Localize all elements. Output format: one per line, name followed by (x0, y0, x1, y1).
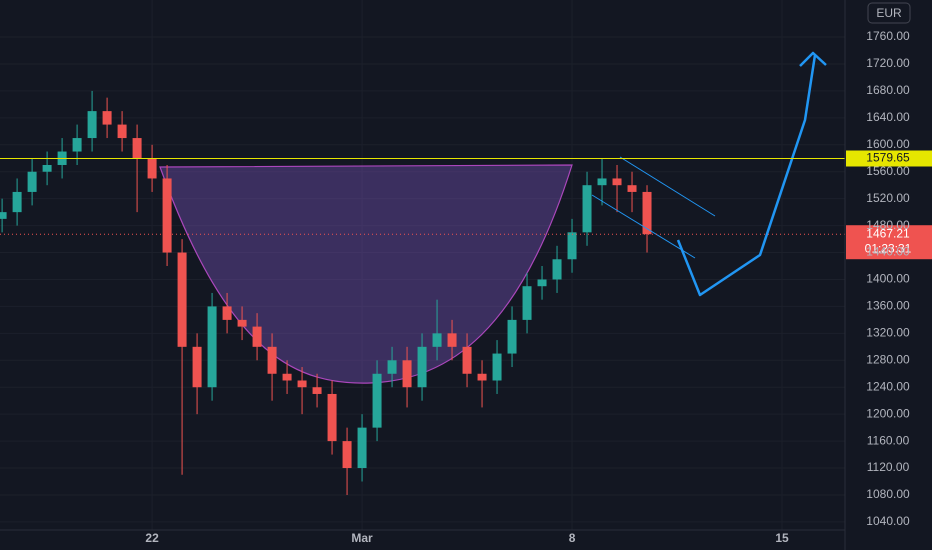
level-tag-label: 1579.65 (866, 151, 910, 165)
candle-body (162, 178, 172, 253)
y-tick-label: 1400.00 (866, 272, 910, 286)
candle-body (402, 360, 412, 388)
candle-body (507, 319, 517, 354)
x-tick-label: 15 (775, 531, 789, 545)
y-tick-label: 1520.00 (866, 191, 910, 205)
last-price-tag (846, 225, 932, 260)
x-tick-label: 22 (145, 531, 159, 545)
candle-body (477, 373, 487, 381)
candle-body (267, 346, 277, 374)
level-tag (846, 150, 932, 167)
candle-body (282, 373, 292, 381)
x-tick-label: 8 (569, 531, 576, 545)
candle-body (12, 191, 22, 213)
x-tick-label: Mar (351, 531, 373, 545)
candle-body (612, 178, 622, 186)
candle-body (102, 111, 112, 125)
channel-lower (591, 194, 696, 259)
y-tick-label: 1440.00 (866, 245, 910, 259)
candle-body (642, 191, 652, 235)
last-price-label: 1467.21 (866, 226, 910, 240)
candle-body (567, 232, 577, 260)
projection-arrowhead (799, 51, 827, 67)
y-tick-label: 1280.00 (866, 352, 910, 366)
currency-badge[interactable] (867, 2, 911, 24)
candle-body (432, 333, 442, 347)
candle-body (312, 387, 322, 394)
candle-body (27, 171, 37, 192)
y-tick-label: 1360.00 (866, 299, 910, 313)
y-tick-label: 1640.00 (866, 110, 910, 124)
candle-body (87, 111, 97, 139)
candle-body (117, 124, 127, 139)
candle-body (72, 138, 82, 152)
candle-body (387, 360, 397, 374)
candles (0, 90, 652, 495)
candle-body (297, 380, 307, 388)
y-tick-label: 1760.00 (866, 29, 910, 43)
candle-body (417, 346, 427, 388)
countdown-label: 01:23:31 (865, 241, 912, 255)
candle-body (237, 319, 247, 327)
candle-body (582, 185, 592, 233)
candle-body (357, 427, 367, 469)
candle-body (462, 346, 472, 374)
candle-body (327, 393, 337, 442)
candle-body (207, 306, 217, 388)
candle-body (492, 353, 502, 381)
y-tick-label: 1600.00 (866, 137, 910, 151)
candle-body (537, 279, 547, 287)
candle-body (252, 326, 262, 347)
y-tick-label: 1200.00 (866, 406, 910, 420)
candle-body (192, 346, 202, 388)
y-tick-label: 1040.00 (866, 514, 910, 528)
currency-label[interactable]: EUR (876, 6, 902, 20)
candle-body (522, 286, 532, 320)
candle-body (597, 178, 607, 186)
y-tick-label: 1720.00 (866, 56, 910, 70)
y-tick-label: 1080.00 (866, 487, 910, 501)
candle-body (627, 185, 637, 192)
y-tick-label: 1480.00 (866, 218, 910, 232)
y-tick-label: 1560.00 (866, 164, 910, 178)
candle-body (42, 164, 52, 172)
y-tick-label: 1160.00 (867, 433, 910, 447)
candle-body (372, 373, 382, 428)
candle-body (177, 252, 187, 347)
candle-body (222, 306, 232, 320)
channel-upper (619, 156, 716, 217)
y-tick-label: 1320.00 (866, 326, 910, 340)
candle-body (132, 138, 142, 159)
y-tick-label: 1240.00 (866, 379, 910, 393)
candle-body (552, 259, 562, 280)
projection-path (676, 54, 817, 297)
candle-body (0, 212, 7, 219)
candle-body (147, 158, 157, 179)
candle-body (342, 441, 352, 469)
candle-body (447, 333, 457, 347)
y-tick-label: 1680.00 (866, 83, 910, 97)
y-tick-label: 1120.00 (867, 460, 910, 474)
